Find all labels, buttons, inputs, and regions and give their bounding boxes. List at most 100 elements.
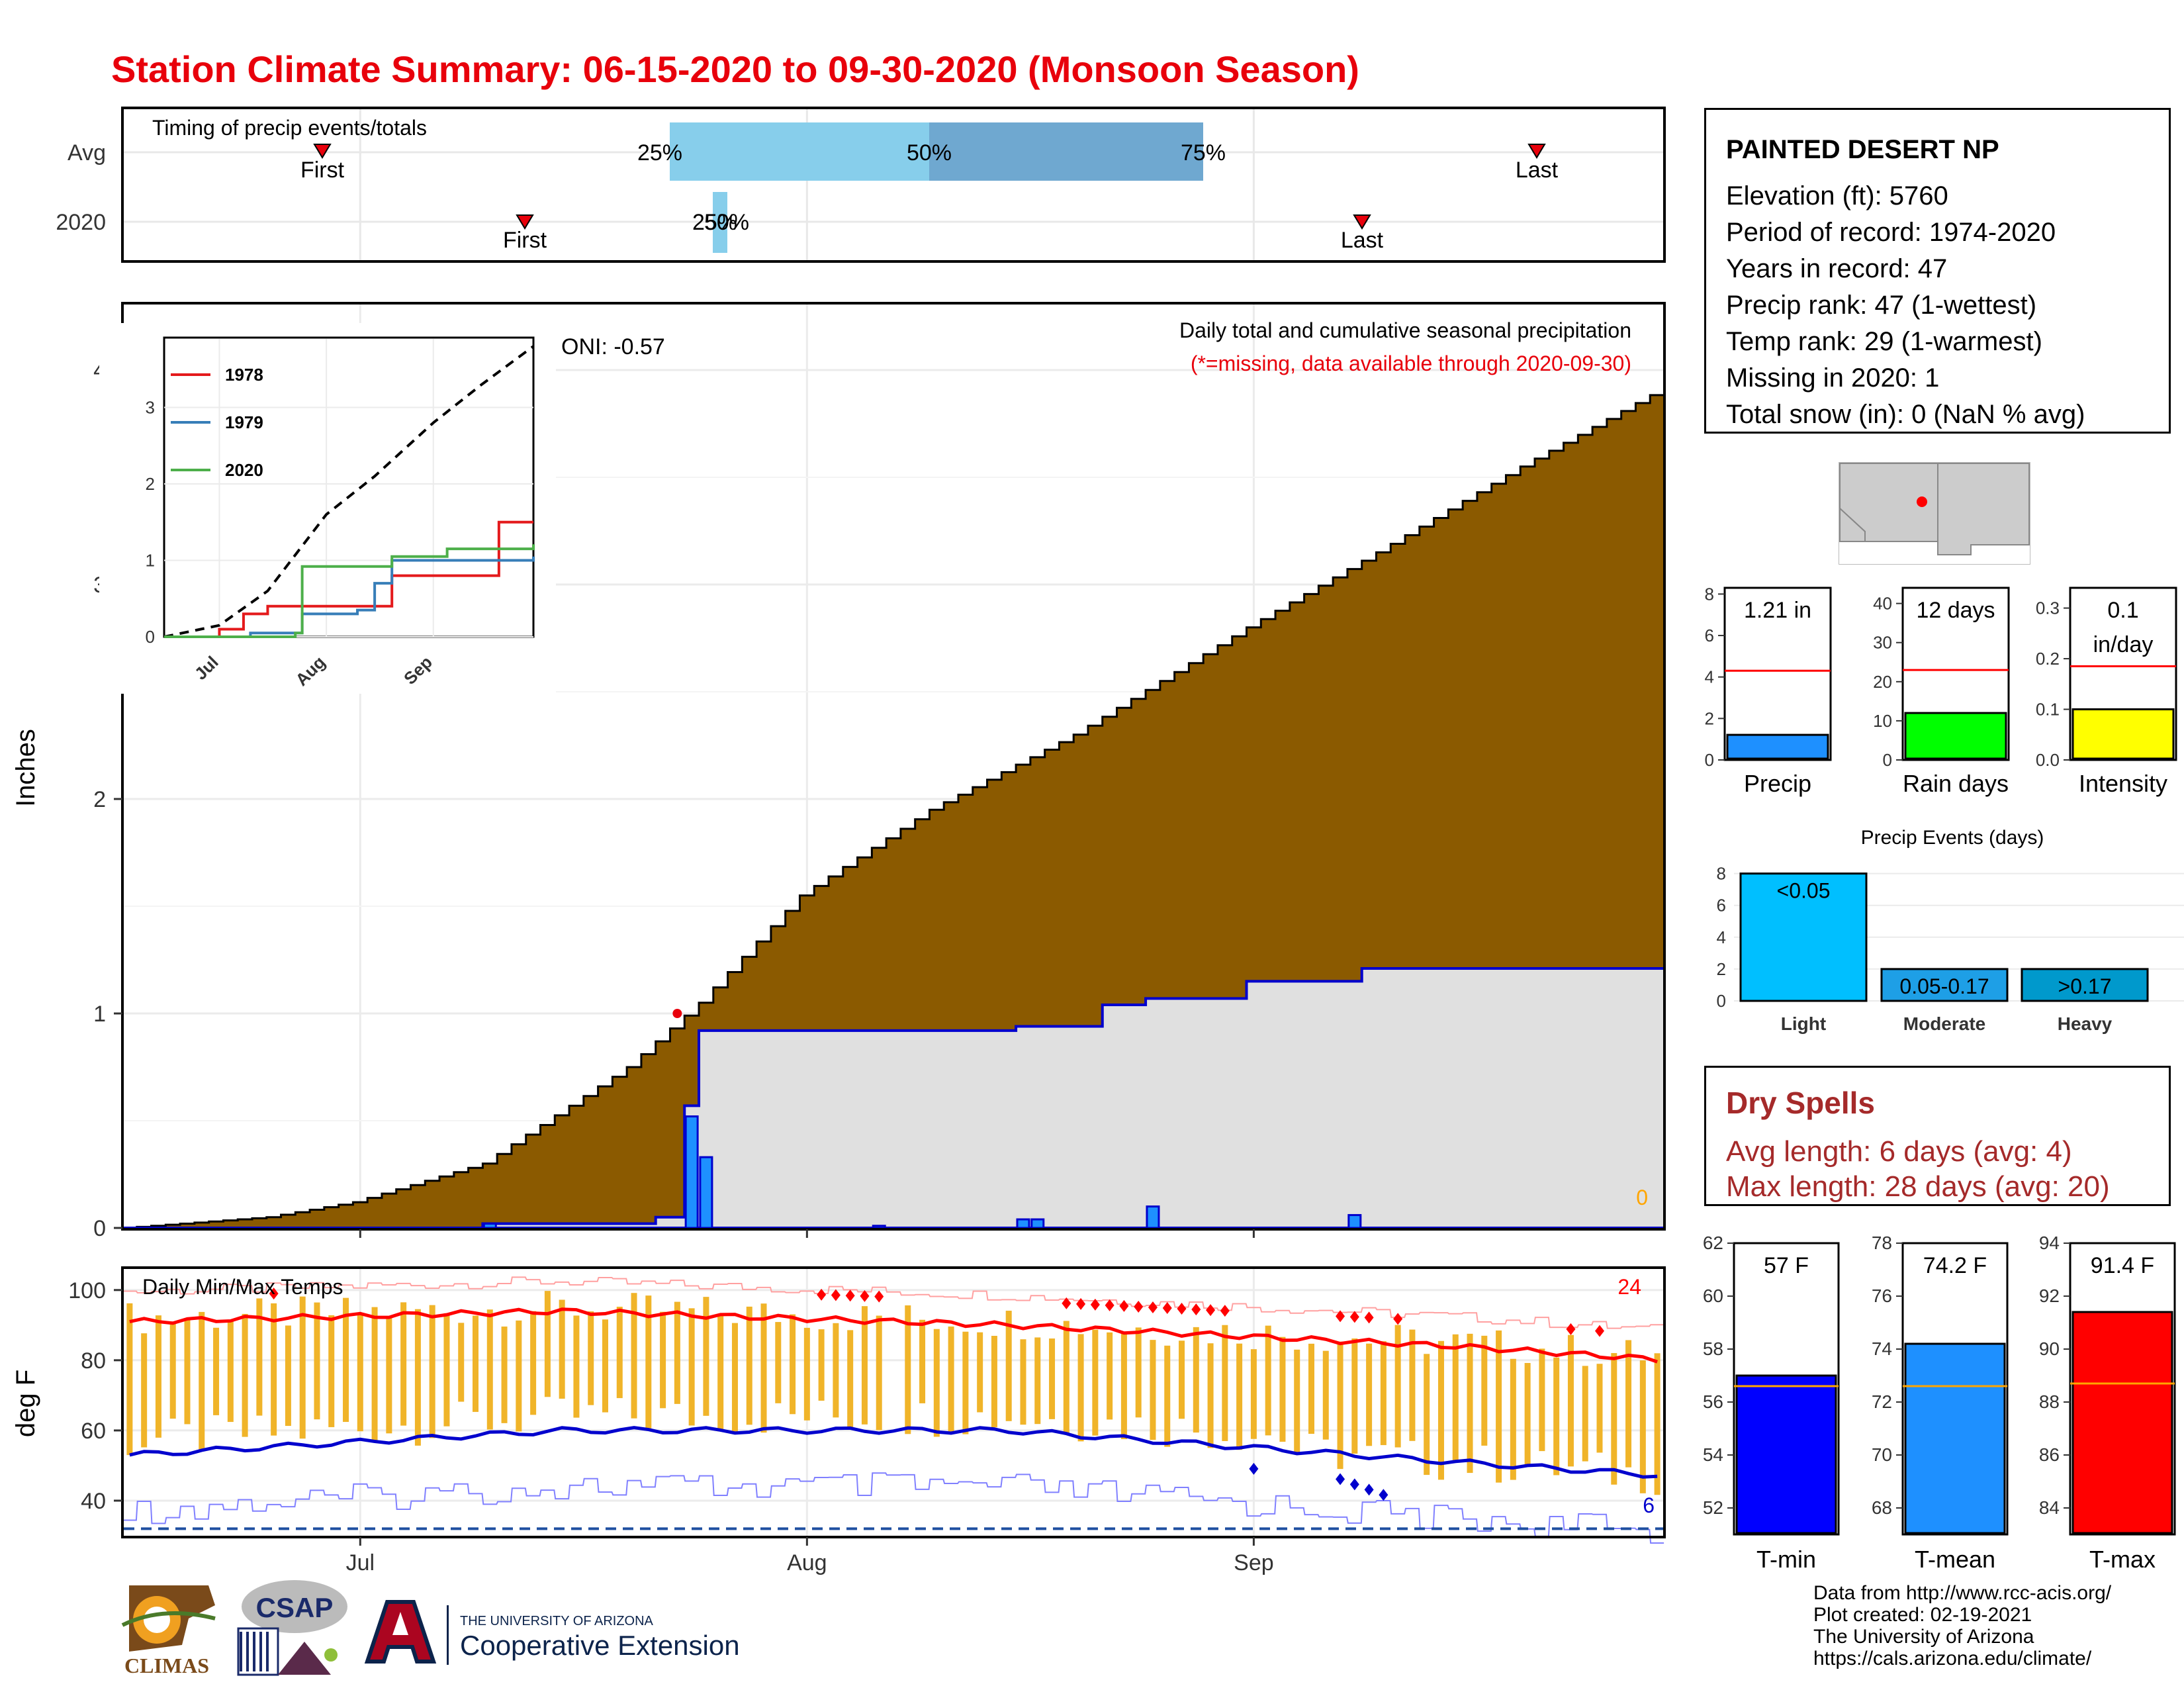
intensity-value-text-1: in/day xyxy=(2093,632,2154,657)
station-snow: Total snow (in): 0 (NaN % avg) xyxy=(1726,400,2085,429)
tmin-ytick-0: 52 xyxy=(1703,1497,1723,1518)
tmax-bar xyxy=(2071,1311,2173,1534)
temp-range-bar-24 xyxy=(473,1315,479,1412)
ua-cooperative-extension-logo: THE UNIVERSITY OF ARIZONA Cooperative Ex… xyxy=(364,1600,740,1665)
temp-range-bar-7 xyxy=(227,1321,234,1423)
temp-bar-charts: 52 54 56 58 60 62 57 F T-min 68 70 72 74 76 78 74.2 F T… xyxy=(1703,1233,2176,1573)
temps-ylabel: deg F xyxy=(11,1370,40,1437)
record-high-marker-1 xyxy=(817,1288,827,1301)
tmax-ytick-3: 90 xyxy=(2039,1338,2060,1359)
events-category-1: Moderate xyxy=(1903,1013,1985,1034)
temp-range-bar-62 xyxy=(1020,1339,1026,1425)
timing-avg-q50: 50% xyxy=(907,140,952,165)
temps-panel-label: Daily Min/Max Temps xyxy=(142,1275,343,1299)
inset-series-average xyxy=(163,345,535,638)
timing-2020-first-label: First xyxy=(503,228,547,253)
station-elevation: Elevation (ft): 5760 xyxy=(1726,181,1948,211)
temp-range-bar-65 xyxy=(1063,1321,1069,1434)
daily-precip-bar-1 xyxy=(684,1115,699,1229)
inset-frame xyxy=(163,336,535,638)
temp-range-bar-2 xyxy=(155,1315,161,1438)
temp-range-bar-52 xyxy=(876,1315,882,1430)
intensity-ytick-1: 0.1 xyxy=(2036,700,2060,720)
temp-range-bar-20 xyxy=(414,1309,421,1446)
rain-days-ytick-4: 40 xyxy=(1873,594,1892,614)
tmin-ytick-3: 58 xyxy=(1703,1338,1723,1359)
rain-days-value-text: 12 days xyxy=(1916,598,1995,623)
temp-range-bar-106 xyxy=(1654,1353,1661,1495)
temps-xtick-1: Aug xyxy=(787,1550,827,1575)
temp-range-bar-91 xyxy=(1437,1340,1444,1480)
temp-range-bar-19 xyxy=(400,1302,407,1426)
record-high-marker-8 xyxy=(1090,1298,1100,1311)
record-high-marker-11 xyxy=(1134,1300,1144,1313)
svg-text:CLIMAS: CLIMAS xyxy=(124,1654,209,1677)
temp-range-bar-16 xyxy=(357,1315,363,1432)
temp-range-bar-43 xyxy=(746,1306,752,1425)
record-low-line xyxy=(122,1472,1664,1544)
dry-spells-title: Dry Spells xyxy=(1726,1086,1875,1120)
timing-2020-q25: 25% xyxy=(692,210,737,235)
intensity-value-text: 0.1 xyxy=(2107,598,2138,623)
temp-range-bar-61 xyxy=(1005,1311,1012,1421)
temp-range-bar-50 xyxy=(847,1330,854,1429)
tmean-ytick-0: 68 xyxy=(1872,1497,1892,1518)
tmean-label: T-mean xyxy=(1915,1546,1995,1573)
temp-range-bar-104 xyxy=(1625,1340,1632,1468)
station-period: Period of record: 1974-2020 xyxy=(1726,218,2056,247)
timing-avg-25-50-bar xyxy=(670,122,929,181)
temp-range-bar-29 xyxy=(544,1291,551,1397)
temp-range-bar-17 xyxy=(371,1307,378,1442)
tmin-bar xyxy=(1735,1374,1837,1534)
temp-range-bar-78 xyxy=(1250,1349,1257,1439)
temp-range-bar-11 xyxy=(285,1325,291,1427)
tmean-ytick-2: 72 xyxy=(1872,1391,1892,1412)
precip-chart-frame xyxy=(121,302,1666,1231)
precip-events-chart: Precip Events (days) 0 2 4 6 8 <0.05 Light 0.05-… xyxy=(1717,827,2184,1034)
precip-total-ytick-1: 2 xyxy=(1705,708,1714,728)
credits-data-source: Data from http://www.rcc-acis.org/ xyxy=(1813,1582,2112,1604)
temp-range-bar-35 xyxy=(631,1293,637,1419)
temp-range-bar-6 xyxy=(213,1327,220,1415)
temp-range-bar-18 xyxy=(386,1318,392,1434)
timing-row-avg: Avg xyxy=(68,140,106,165)
precip-total-ytick-3: 6 xyxy=(1705,626,1714,645)
inset-ytick-0: 0 xyxy=(146,627,155,647)
inset-legend-label-1979: 1979 xyxy=(225,412,263,432)
temp-range-bar-100 xyxy=(1567,1335,1574,1467)
tmax-ytick-5: 94 xyxy=(2039,1233,2060,1253)
temp-range-bar-28 xyxy=(530,1311,537,1415)
rain-days-ytick-3: 30 xyxy=(1873,633,1892,653)
temp-range-bar-8 xyxy=(242,1313,248,1437)
rain-days-bar xyxy=(1904,712,2007,760)
inset-ytick-3: 3 xyxy=(146,398,155,418)
temp-range-bar-95 xyxy=(1496,1330,1502,1483)
tmean-bar xyxy=(1904,1342,2006,1534)
temp-range-bar-71 xyxy=(1150,1340,1156,1440)
temp-range-bar-97 xyxy=(1524,1362,1531,1467)
record-high-marker-19 xyxy=(1349,1311,1359,1323)
tmin-label: T-min xyxy=(1756,1546,1816,1573)
dry-spells-avg: Avg length: 6 days (avg: 4) xyxy=(1726,1135,2072,1168)
events-bar-label-1: 0.05-0.17 xyxy=(1899,974,1989,998)
timing-2020-q50: 50% xyxy=(704,210,749,235)
tmin-ytick-4: 60 xyxy=(1703,1286,1723,1306)
tmean-value-text: 74.2 F xyxy=(1923,1253,1987,1278)
temp-range-bar-34 xyxy=(616,1307,623,1399)
temp-range-bar-46 xyxy=(790,1314,796,1415)
record-high-marker-17 xyxy=(1220,1305,1230,1317)
credits-website: https://cals.arizona.edu/climate/ xyxy=(1813,1648,2092,1669)
precip-total-ytick-4: 8 xyxy=(1705,584,1714,604)
intensity-ytick-0: 0.0 xyxy=(2036,750,2060,770)
temp-range-bar-67 xyxy=(1092,1329,1099,1436)
oni-value: ONI: -0.57 xyxy=(561,334,665,359)
timing-2020-bar xyxy=(713,192,727,253)
temp-range-bar-26 xyxy=(501,1326,508,1423)
temp-range-bar-5 xyxy=(199,1311,205,1451)
intensity-ytick-3: 0.3 xyxy=(2036,598,2060,618)
tmin-ytick-2: 56 xyxy=(1703,1391,1723,1412)
precip-total-label: Precip xyxy=(1744,770,1811,797)
precip-total-frame xyxy=(1723,586,1832,761)
tmean-ytick-1: 70 xyxy=(1872,1444,1892,1465)
intensity-bar xyxy=(2071,708,2175,760)
